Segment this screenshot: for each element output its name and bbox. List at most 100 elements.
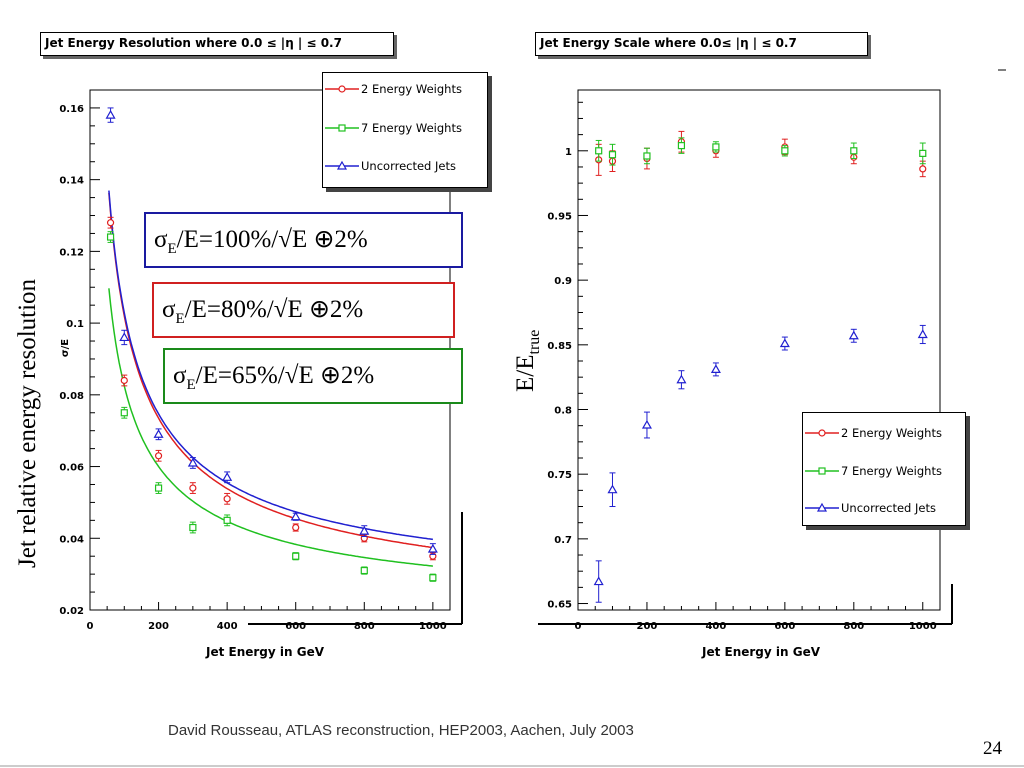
left-fit-curve-0 bbox=[108, 192, 433, 549]
left-legend-item-2ew: 2 Energy Weights bbox=[323, 80, 487, 98]
left-point-s1 bbox=[154, 484, 163, 492]
right-y-tick-label: 0.75 bbox=[547, 470, 572, 481]
left-legend-label-2ew: 2 Energy Weights bbox=[361, 82, 462, 96]
right-y-tick-label: 0.85 bbox=[547, 341, 572, 352]
left-legend: 2 Energy Weights 7 Energy Weights Uncorr… bbox=[322, 72, 488, 188]
square-marker-icon bbox=[805, 467, 839, 475]
left-y-tick-label: 0.14 bbox=[59, 176, 84, 187]
left-x-tick-label: 800 bbox=[354, 621, 375, 632]
formula-100pct-sigma: σ bbox=[154, 226, 168, 253]
left-point-s2 bbox=[187, 457, 198, 467]
left-point-s1 bbox=[120, 409, 128, 417]
right-axis-ticks: 0 200 400 600 800 1000 0.65 0.7 0.75 0.8 0.85 0.9 0.… bbox=[547, 101, 941, 632]
bottom-divider bbox=[0, 765, 1024, 767]
left-point-s1 bbox=[292, 552, 300, 560]
right-legend-label-uncorr: Uncorrected Jets bbox=[841, 501, 936, 515]
left-legend-item-7ew: 7 Energy Weights bbox=[323, 119, 487, 137]
right-y-tick-label: 0.95 bbox=[547, 211, 572, 222]
left-legend-label-7ew: 7 Energy Weights bbox=[361, 121, 462, 135]
square-marker-icon bbox=[325, 124, 359, 132]
right-x-tick-label: 200 bbox=[637, 621, 658, 632]
right-point-s2 bbox=[593, 576, 604, 586]
right-legend-item-uncorr: Uncorrected Jets bbox=[803, 499, 965, 517]
left-point-s0 bbox=[223, 495, 231, 503]
right-data-points bbox=[593, 130, 928, 603]
formula-80pct-rest: /E=80%/√E ⊕2% bbox=[184, 296, 364, 323]
circle-marker-icon bbox=[325, 85, 359, 93]
right-point-s2 bbox=[710, 364, 721, 374]
right-x-axis-label: Jet Energy in GeV bbox=[701, 645, 821, 659]
left-point-s2 bbox=[105, 109, 116, 119]
right-point-s1 bbox=[595, 147, 603, 155]
left-x-axis-label: Jet Energy in GeV bbox=[205, 645, 325, 659]
right-point-s0 bbox=[919, 165, 927, 173]
right-point-s2 bbox=[848, 330, 859, 340]
left-chart-title-text: Jet Energy Resolution where 0.0 ≤ |η | ≤… bbox=[45, 36, 342, 50]
right-point-s2 bbox=[779, 338, 790, 348]
right-x-tick-label: 600 bbox=[774, 621, 795, 632]
right-legend: 2 Energy Weights 7 Energy Weights Uncorr… bbox=[802, 412, 966, 526]
right-point-s1 bbox=[781, 147, 789, 155]
triangle-marker-icon bbox=[805, 502, 839, 512]
left-legend-label-uncorr: Uncorrected Jets bbox=[361, 159, 456, 173]
left-chart-title: Jet Energy Resolution where 0.0 ≤ |η | ≤… bbox=[40, 32, 394, 56]
right-x-tick-label: 0 bbox=[575, 621, 582, 632]
formula-100pct-sub: E bbox=[167, 241, 177, 257]
right-point-s1 bbox=[919, 149, 927, 157]
footer-citation: David Rousseau, ATLAS reconstruction, HE… bbox=[168, 722, 634, 739]
left-point-s0 bbox=[154, 452, 163, 460]
formula-80pct: σE/E=80%/√E ⊕2% bbox=[152, 282, 455, 338]
left-y-tick-label: 0.06 bbox=[59, 463, 84, 474]
left-x-tick-label: 1000 bbox=[419, 621, 447, 632]
right-y-tick-label: 0.7 bbox=[554, 535, 572, 546]
left-point-s1 bbox=[106, 233, 115, 241]
left-y-tick-label: 0.08 bbox=[59, 391, 84, 402]
left-point-s2 bbox=[290, 511, 301, 521]
left-point-s2 bbox=[153, 429, 164, 438]
left-y-tick-label: 0.12 bbox=[59, 247, 84, 258]
right-point-s2 bbox=[607, 484, 618, 494]
left-y-axis-label: σ/E bbox=[60, 339, 71, 357]
formula-65pct: σE/E=65%/√E ⊕2% bbox=[163, 348, 463, 404]
left-point-s0 bbox=[189, 484, 197, 492]
formula-65pct-rest: /E=65%/√E ⊕2% bbox=[195, 362, 375, 389]
left-axis-ticks: 0 200 400 600 800 1000 0.02 0.04 0.06 0.08 0.1 0.12… bbox=[59, 89, 451, 632]
right-legend-label-7ew: 7 Energy Weights bbox=[841, 464, 942, 478]
left-x-tick-label: 400 bbox=[217, 621, 238, 632]
formula-80pct-sub: E bbox=[175, 311, 185, 327]
left-y-tick-label: 0.16 bbox=[59, 104, 84, 115]
formula-80pct-sigma: σ bbox=[162, 296, 176, 323]
left-x-tick-label: 0 bbox=[87, 621, 94, 632]
left-point-s2 bbox=[222, 472, 233, 481]
right-y-tick-label: 0.65 bbox=[547, 600, 572, 611]
right-point-s2 bbox=[676, 374, 687, 384]
left-fit-curve-1 bbox=[108, 288, 433, 567]
right-x-tick-label: 1000 bbox=[909, 621, 937, 632]
left-fit-curve-2 bbox=[108, 190, 434, 541]
page-number: 24 bbox=[983, 738, 1002, 759]
left-point-s0 bbox=[292, 523, 300, 532]
right-point-s1 bbox=[643, 152, 651, 160]
left-fit-curves bbox=[108, 190, 434, 567]
right-y-tick-label: 1 bbox=[565, 147, 572, 158]
right-chart-title-text: Jet Energy Scale where 0.0≤ |η | ≤ 0.7 bbox=[540, 36, 797, 50]
right-chart-title: Jet Energy Scale where 0.0≤ |η | ≤ 0.7 bbox=[535, 32, 868, 56]
left-y-tick-label: 0.1 bbox=[66, 319, 84, 330]
left-point-s2 bbox=[359, 525, 370, 535]
right-y-tick-label: 0.8 bbox=[554, 406, 572, 417]
right-plot-frame bbox=[577, 89, 941, 611]
right-point-s1 bbox=[850, 147, 858, 155]
formula-100pct: σE/E=100%/√E ⊕2% bbox=[144, 212, 463, 268]
left-y-tick-label: 0.04 bbox=[59, 534, 84, 545]
left-point-s1 bbox=[429, 574, 437, 582]
left-point-s2 bbox=[427, 543, 438, 553]
left-point-s1 bbox=[223, 516, 231, 524]
left-point-s2 bbox=[119, 332, 130, 342]
right-legend-label-2ew: 2 Energy Weights bbox=[841, 426, 942, 440]
right-point-s2 bbox=[917, 329, 928, 339]
left-point-s1 bbox=[189, 523, 197, 532]
right-point-s1 bbox=[677, 142, 686, 150]
formula-65pct-sigma: σ bbox=[173, 362, 187, 389]
right-point-s2 bbox=[641, 419, 652, 429]
circle-marker-icon bbox=[805, 429, 839, 437]
